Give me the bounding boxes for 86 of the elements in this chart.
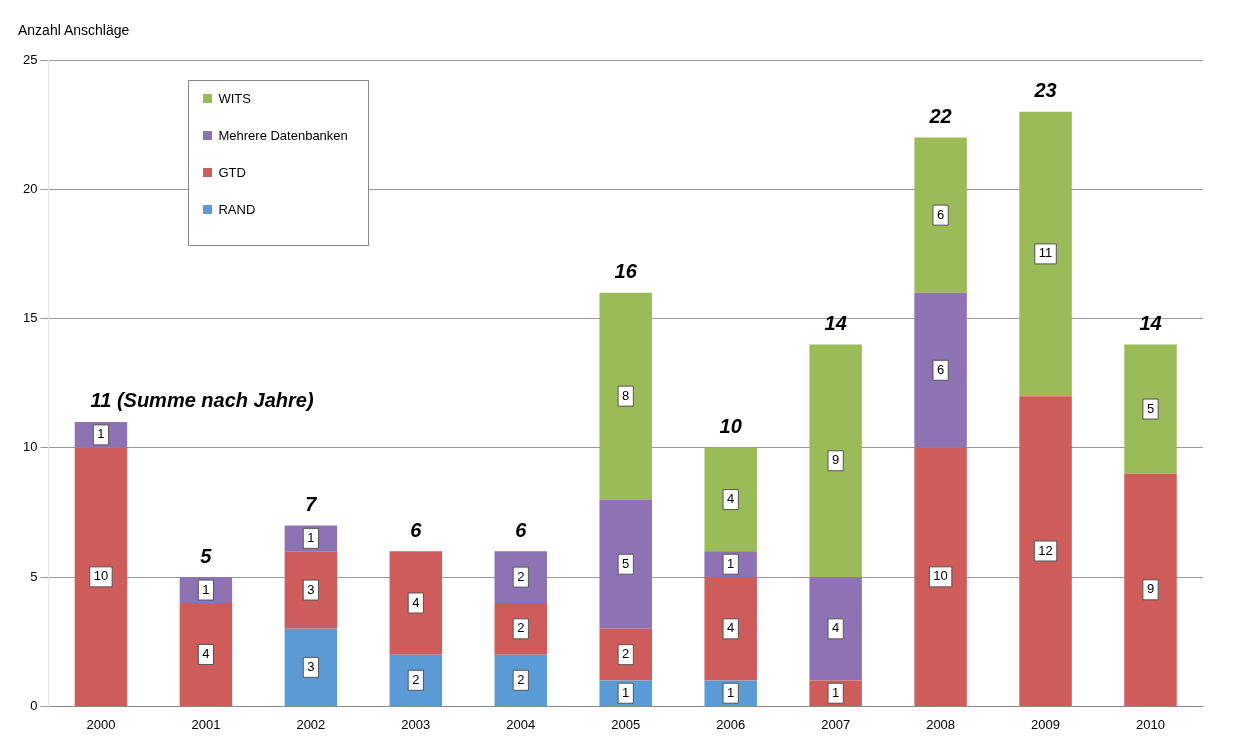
data-label: 2 (517, 568, 525, 584)
total-label: 7 (305, 492, 318, 515)
data-label: 1 (832, 684, 840, 700)
total-label: 5 (200, 544, 213, 567)
bar (1124, 344, 1177, 474)
total-label: 22 (928, 105, 952, 128)
x-tick-label: 2010 (1136, 716, 1165, 732)
bar (494, 551, 548, 603)
data-label: 4 (832, 620, 840, 636)
data-label: 9 (1146, 581, 1155, 597)
bar (1019, 396, 1072, 706)
x-tick-label: 2002 (296, 716, 326, 732)
bar (704, 577, 757, 681)
bar (599, 292, 652, 500)
data-label: 1 (97, 426, 105, 442)
bar (809, 577, 862, 681)
x-tick-label: 2006 (716, 716, 746, 732)
data-label: 12 (1038, 542, 1053, 558)
data-label: 1 (622, 684, 630, 700)
data-label: 4 (202, 646, 210, 662)
data-label: 10 (933, 568, 948, 584)
bar (494, 654, 548, 706)
x-tick-label: 2007 (821, 716, 851, 732)
legend-label: WITS (218, 91, 251, 106)
y-axis-title: Anzahl Anschläge (18, 22, 130, 38)
data-label: 11 (1038, 245, 1053, 261)
data-label: 4 (727, 620, 735, 636)
x-tick-label: 2000 (86, 716, 116, 732)
data-label: 2 (622, 646, 630, 662)
y-tick-label: 0 (30, 697, 38, 713)
bar (914, 447, 967, 706)
total-label: 10 (719, 415, 742, 438)
y-tick-label: 10 (22, 439, 38, 455)
data-label: 4 (727, 491, 735, 507)
total-label: 23 (1033, 79, 1057, 102)
bar (1019, 111, 1072, 397)
legend-label: RAND (218, 202, 256, 217)
data-label: 9 (832, 452, 840, 468)
bar (599, 499, 652, 629)
y-tick-label: 5 (30, 568, 38, 584)
data-label: 10 (93, 568, 109, 584)
y-tick-label: 20 (22, 180, 38, 196)
data-label: 1 (307, 529, 315, 545)
data-label: 5 (622, 555, 630, 571)
data-label: 1 (727, 555, 735, 571)
total-label: 6 (410, 518, 423, 541)
bar (389, 654, 443, 706)
bar (494, 602, 548, 655)
data-label: 3 (307, 581, 315, 597)
bar (1124, 473, 1177, 706)
x-tick-label: 2008 (926, 716, 956, 732)
bar (599, 628, 652, 681)
bar (179, 602, 233, 706)
data-label: 8 (622, 387, 630, 403)
data-label: 6 (936, 206, 945, 222)
y-tick-label: 15 (22, 310, 38, 326)
data-label: 4 (412, 594, 420, 610)
bar (704, 447, 757, 552)
x-tick-label: 2003 (401, 716, 431, 732)
y-tick-label: 25 (22, 51, 38, 67)
legend-label: GTD (218, 165, 246, 180)
bar (284, 551, 338, 629)
data-label: 1 (202, 581, 210, 597)
total-label: 16 (614, 260, 638, 283)
data-label: 2 (517, 671, 525, 687)
data-label: 5 (1146, 400, 1155, 416)
total-label: 14 (824, 311, 847, 334)
data-label: 3 (307, 658, 315, 674)
data-label: 6 (936, 361, 945, 377)
x-tick-label: 2004 (506, 716, 536, 732)
bar (809, 344, 862, 578)
bar (914, 292, 967, 448)
total-label: 11 (Summe nach Jahre) (90, 389, 314, 412)
x-tick-label: 2009 (1031, 716, 1061, 732)
bar (914, 137, 967, 293)
data-label: 2 (412, 671, 420, 687)
bar (74, 447, 128, 706)
bar (389, 551, 443, 655)
data-label: 2 (517, 620, 525, 636)
total-label: 6 (515, 518, 528, 541)
x-tick-label: 2001 (191, 716, 221, 732)
total-label: 14 (1139, 311, 1162, 334)
bar (284, 628, 338, 706)
legend-label: Mehrere Datenbanken (218, 128, 348, 143)
data-label: 1 (727, 684, 735, 700)
x-tick-label: 2005 (611, 716, 641, 732)
